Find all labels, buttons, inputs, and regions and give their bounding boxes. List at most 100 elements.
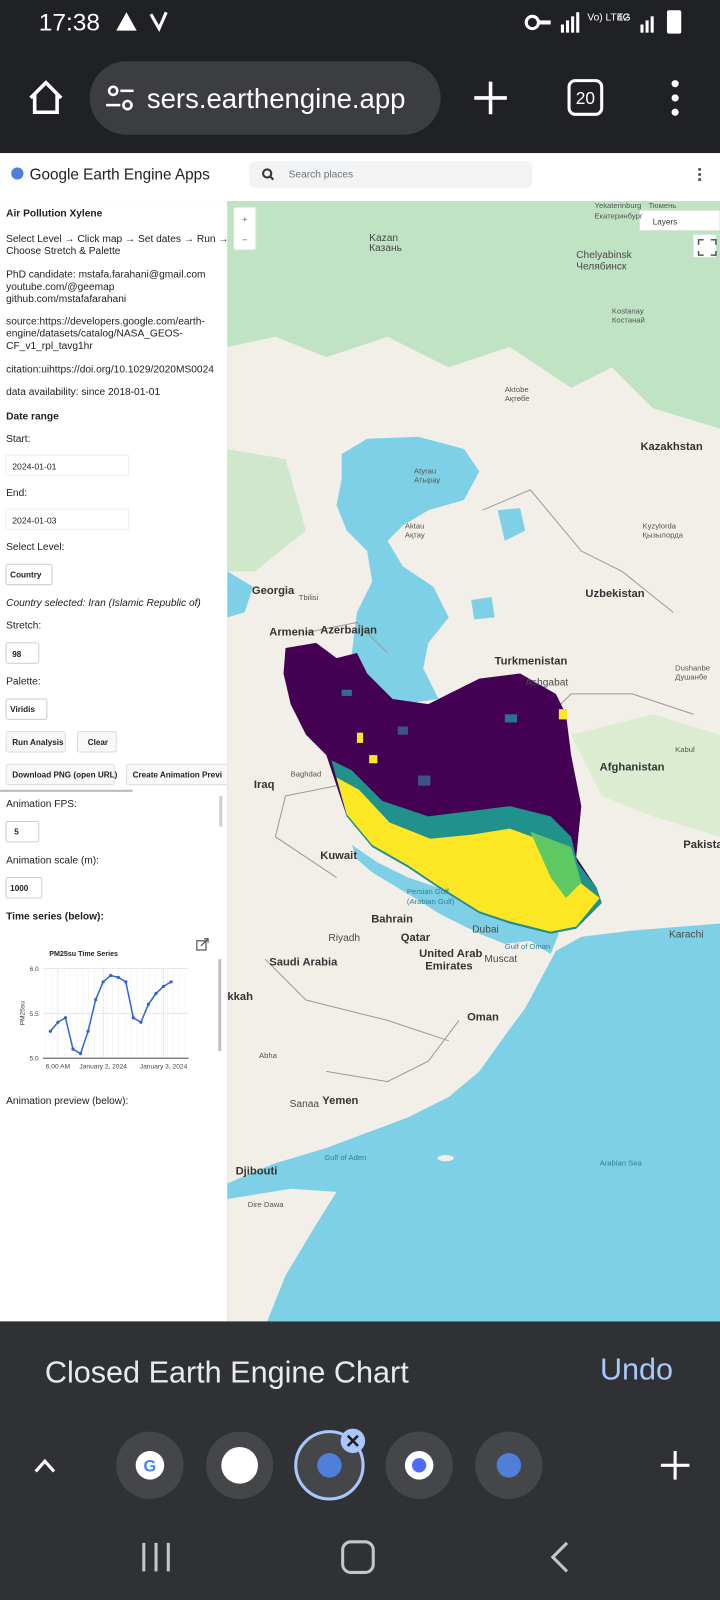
map-label: Sanaa xyxy=(290,1099,320,1110)
fullscreen-button-part[interactable] xyxy=(693,234,716,258)
layers-button[interactable] xyxy=(638,209,720,232)
availability: data availability: since 2018-01-01 xyxy=(6,387,160,398)
status-icons-part xyxy=(560,24,564,33)
app-menu-part[interactable] xyxy=(698,167,702,171)
status-icons-part xyxy=(576,12,580,33)
nav-bar-part[interactable] xyxy=(142,1542,170,1572)
map-part[interactable] xyxy=(227,448,306,572)
fullscreen-button[interactable] xyxy=(693,234,717,258)
search-placeholder[interactable]: Search places xyxy=(289,170,354,181)
map-part[interactable] xyxy=(227,923,720,1322)
level-select[interactable] xyxy=(5,563,53,586)
stretch-value[interactable]: 98 xyxy=(12,650,22,659)
map-part[interactable] xyxy=(264,489,694,1083)
app-menu-part[interactable] xyxy=(698,178,702,182)
layers-label[interactable]: Layers xyxy=(653,217,677,226)
search-box-part[interactable] xyxy=(262,168,273,179)
fullscreen-button-part[interactable] xyxy=(697,239,717,256)
chart-popout-part[interactable] xyxy=(196,940,207,951)
map-label: Aktobe xyxy=(505,385,529,394)
home-button-part[interactable] xyxy=(29,80,63,115)
scale-select[interactable] xyxy=(5,877,43,899)
tab-strip: G xyxy=(34,1428,690,1501)
map-part[interactable] xyxy=(497,508,526,541)
map-label: (Arabian Gulf) xyxy=(407,897,455,906)
map-label: Aktau xyxy=(405,522,425,531)
map-label: Saudi Arabia xyxy=(269,956,338,968)
map-part[interactable] xyxy=(571,714,720,837)
tab-count[interactable]: 20 xyxy=(576,88,595,108)
status-icons xyxy=(116,10,682,34)
menu-button[interactable] xyxy=(671,80,679,116)
map[interactable] xyxy=(227,201,720,1322)
stretch-select[interactable] xyxy=(5,642,40,664)
search-box-part[interactable] xyxy=(248,161,533,188)
level-value[interactable]: Country xyxy=(10,571,42,580)
zoom-control-part[interactable] xyxy=(233,206,257,251)
app-menu-part[interactable] xyxy=(698,172,702,177)
nav-bar-part[interactable] xyxy=(341,1540,375,1574)
app-menu[interactable] xyxy=(698,167,702,182)
button-label[interactable]: Create Animation Previ xyxy=(133,771,222,780)
tab-switcher[interactable] xyxy=(567,79,604,116)
map-label: Oman xyxy=(467,1011,499,1023)
fps-select[interactable] xyxy=(5,820,40,843)
map-label: Georgia xyxy=(252,585,295,597)
map-part[interactable] xyxy=(227,571,253,618)
search-box[interactable] xyxy=(248,161,533,188)
home-button[interactable] xyxy=(29,80,63,115)
menu-button-part[interactable] xyxy=(671,94,679,102)
map-label: Uzbekistan xyxy=(585,588,644,600)
map-label: Chelyabinsk xyxy=(576,250,632,261)
end-value[interactable]: 2024-01-03 xyxy=(12,515,56,525)
button-label[interactable]: Clear xyxy=(88,738,109,747)
y-axis-label: PM25su xyxy=(19,1001,26,1026)
menu-button-part[interactable] xyxy=(671,108,679,116)
url-bar-part[interactable] xyxy=(107,85,119,97)
zoom-control[interactable] xyxy=(233,206,257,251)
map-part[interactable] xyxy=(227,201,720,429)
map-part[interactable] xyxy=(437,1155,454,1162)
palette-select[interactable] xyxy=(5,698,48,720)
nav-bar-part[interactable] xyxy=(550,1541,569,1573)
new-tab-button-part[interactable] xyxy=(474,81,507,115)
start-value[interactable]: 2024-01-01 xyxy=(12,461,56,471)
map-label: Kyzylorda xyxy=(642,522,676,531)
chart-popout-part[interactable] xyxy=(200,938,209,947)
chart-popout[interactable] xyxy=(196,938,209,951)
contact: PhD candidate: mstafa.farahani@gmail.com xyxy=(6,270,205,281)
undo-button[interactable]: Undo xyxy=(600,1353,673,1387)
map-part[interactable] xyxy=(471,596,495,620)
new-tab-button[interactable] xyxy=(474,81,507,115)
zoom-in[interactable]: + xyxy=(242,214,247,224)
scale-value[interactable]: 1000 xyxy=(10,884,29,893)
button[interactable] xyxy=(5,763,115,786)
tab-switcher-part[interactable] xyxy=(567,79,604,116)
button[interactable] xyxy=(5,731,66,753)
nav-bar[interactable] xyxy=(142,1540,569,1574)
end-input[interactable] xyxy=(5,508,130,531)
zoom-out[interactable]: − xyxy=(242,235,247,245)
network-type: 4G xyxy=(617,12,631,23)
iran-heatmap xyxy=(283,642,602,934)
button-label[interactable]: Download PNG (open URL) xyxy=(12,771,117,780)
menu-button-part[interactable] xyxy=(671,80,679,88)
url-text[interactable]: sers.earthengine.app xyxy=(147,83,406,114)
search-box-part[interactable] xyxy=(269,175,275,181)
start-input[interactable] xyxy=(5,454,130,477)
map-part[interactable] xyxy=(351,844,559,955)
url-bar[interactable] xyxy=(89,61,441,135)
country-selected: Country selected: Iran (Islamic Republic… xyxy=(6,598,201,609)
url-bar-part[interactable] xyxy=(122,99,133,111)
data-point xyxy=(116,975,120,979)
map-part[interactable] xyxy=(227,1188,337,1322)
y-tick-label: 6.0 xyxy=(30,966,40,973)
button[interactable] xyxy=(76,731,117,753)
url-bar-part[interactable] xyxy=(89,61,441,135)
status-time: 17:38 xyxy=(39,10,100,37)
button-label[interactable]: Run Analysis xyxy=(12,738,64,747)
data-point xyxy=(154,991,158,996)
map-label: Ashgabat xyxy=(525,678,568,689)
palette-value[interactable]: Viridis xyxy=(10,705,35,714)
fps-value[interactable]: 5 xyxy=(14,828,19,837)
